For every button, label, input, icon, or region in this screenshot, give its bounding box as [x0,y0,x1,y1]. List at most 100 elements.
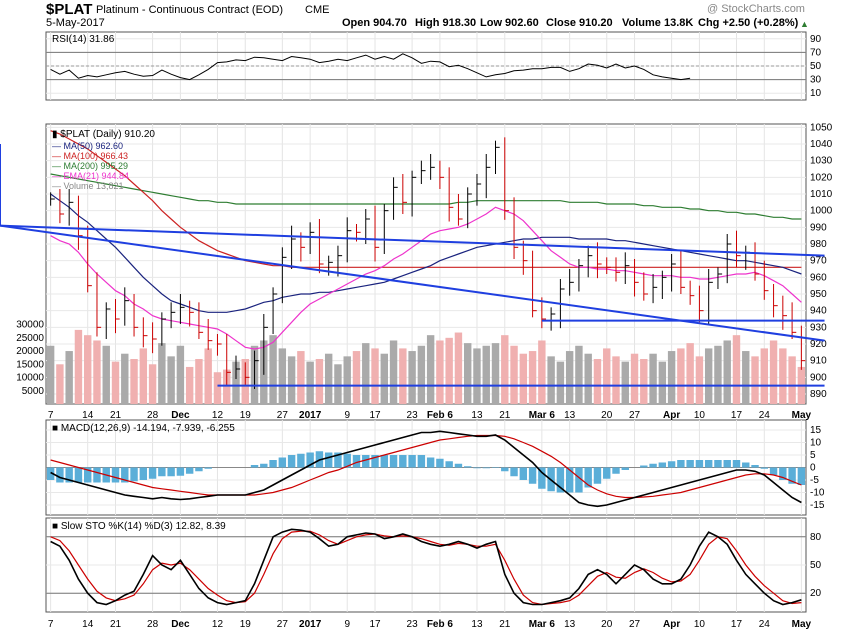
macd-histogram-bar [324,452,333,468]
x-tick-label: 12 [212,619,224,630]
price-tick-label: 950 [810,289,827,300]
macd-histogram-bar [269,460,277,468]
macd-histogram-bar [751,465,759,468]
volume-bar [56,364,64,404]
price-tick-label: 1040 [810,139,833,150]
volume-bar [399,348,407,404]
price-tick-label: 930 [810,322,827,333]
macd-histogram-bar [46,467,55,480]
volume-bar [334,364,342,404]
rsi-tick-label: 30 [810,75,822,86]
volume-bar [111,361,120,404]
x-tick-label: 24 [759,410,771,421]
x-tick-label: 21 [499,410,511,421]
macd-histogram-bar [195,467,203,472]
x-tick-label: 27 [277,619,289,630]
sto-title: ■ Slow STO %K(14) %D(3) 12.82, 8.39 [52,521,226,532]
macd-histogram-bar [93,467,101,483]
macd-histogram-bar [510,467,518,477]
ohlc-volume: Volume 13.8K [622,17,694,29]
price-tick-label: 1000 [810,206,833,217]
volume-bar [232,361,240,404]
macd-signal-line [50,434,802,499]
volume-bar [380,353,388,404]
volume-bar [343,356,351,404]
macd-histogram-bar [84,467,92,483]
x-tick-label: May [792,410,812,421]
price-tick-label: 910 [810,356,827,367]
x-tick-label: Feb 6 [427,410,454,421]
ohlc-low: Low 902.60 [480,17,539,29]
macd-histogram-bar [714,460,722,468]
volume-bar [473,348,481,404]
x-tick-label: Mar 6 [529,410,556,421]
x-tick-label: 17 [369,619,381,630]
x-tick-label: 20 [601,619,613,630]
macd-histogram-bar [399,455,407,468]
macd-histogram-bar [519,467,528,480]
x-tick-label: 23 [407,619,419,630]
macd-histogram-bar [593,467,602,484]
volume-bar [417,345,426,404]
volume-bar [640,359,648,404]
macd-histogram-bar [649,463,657,468]
macd-histogram-bar [501,467,509,472]
macd-histogram-bar [612,467,620,474]
macd-histogram-bar [176,467,185,476]
x-tick-label: 24 [759,619,771,630]
x-tick-label: 21 [110,410,122,421]
macd-histogram-bar [74,467,83,483]
macd-tick-label: -15 [810,500,825,511]
x-tick-label: Dec [171,410,190,421]
volume-bar [769,340,778,404]
volume-bar [779,348,787,404]
macd-histogram-bar [65,467,73,483]
x-tick-label: 14 [82,410,94,421]
x-tick-label: 2017 [299,410,322,421]
macd-histogram-bar [362,455,370,468]
rsi-title: RSI(14) 31.86 [52,34,115,45]
macd-tick-label: 10 [810,438,822,449]
macd-histogram-bar [111,467,120,483]
volume-bar [510,345,518,404]
macd-histogram-bar [148,467,157,479]
macd-histogram-bar [334,452,342,468]
rsi-tick-label: 10 [810,88,822,99]
symbol-label: $PLAT [46,1,93,18]
x-tick-label: Feb 6 [427,619,454,630]
sto-tick-label: 50 [810,560,822,571]
volume-bar [352,351,361,404]
volume-bar [630,353,639,404]
x-tick-label: 20 [601,410,613,421]
volume-tick-label: 10000 [16,373,44,384]
volume-bar [658,361,667,404]
volume-bar [788,356,796,404]
ohlc-change: Chg +2.50 (+0.28%) [698,17,799,29]
volume-bar [389,340,398,404]
macd-histogram-bar [389,455,398,468]
volume-bar [84,335,92,404]
volume-bar [278,348,287,404]
macd-histogram-bar [482,467,490,469]
macd-tick-label: -10 [810,488,825,499]
macd-histogram-bar [278,457,287,468]
x-tick-label: 27 [629,619,641,630]
x-tick-label: 17 [731,410,743,421]
volume-bar [621,361,629,404]
volume-tick-label: 25000 [16,333,44,344]
x-tick-label: 17 [369,410,381,421]
price-tick-label: 980 [810,239,827,250]
volume-bar [556,361,565,404]
macd-histogram-bar [306,452,314,468]
macd-histogram-bar [426,457,435,468]
trendline [0,224,825,257]
x-tick-label: 7 [48,619,54,630]
x-tick-label: 19 [240,410,252,421]
volume-bar [528,351,537,404]
macd-histogram-bar [760,467,768,469]
volume-bar [287,356,296,404]
x-tick-label: 2017 [299,619,322,630]
sto-k-line [50,528,802,606]
